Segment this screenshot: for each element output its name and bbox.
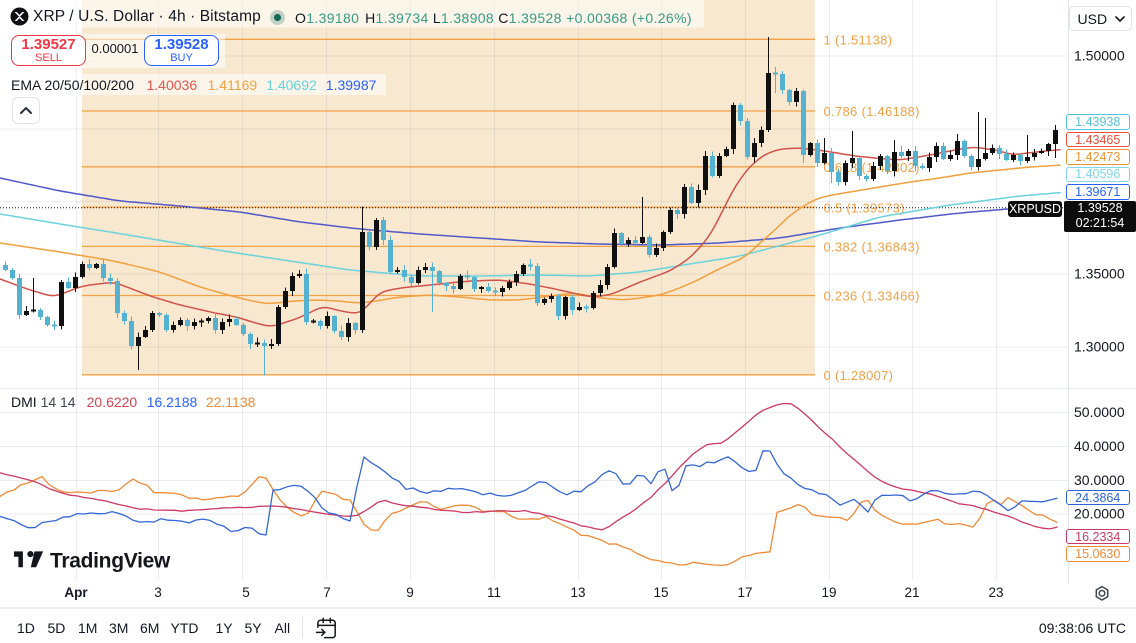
svg-text:0.236 (1.33466): 0.236 (1.33466) xyxy=(824,289,920,304)
svg-text:1.30000: 1.30000 xyxy=(1074,338,1125,354)
svg-text:1.50000: 1.50000 xyxy=(1074,48,1125,64)
svg-text:11: 11 xyxy=(487,585,501,600)
svg-text:0.5 (1.39573): 0.5 (1.39573) xyxy=(824,200,905,215)
svg-text:0 (1.28007): 0 (1.28007) xyxy=(824,368,894,383)
svg-text:0.382 (1.36843): 0.382 (1.36843) xyxy=(824,240,920,255)
svg-text:50.0000: 50.0000 xyxy=(1074,404,1125,420)
svg-text:1.35000: 1.35000 xyxy=(1074,266,1125,282)
svg-text:17: 17 xyxy=(737,585,752,600)
svg-text:7: 7 xyxy=(323,585,331,600)
svg-text:0.786 (1.46188): 0.786 (1.46188) xyxy=(824,104,920,119)
svg-text:13: 13 xyxy=(570,585,585,600)
svg-text:20.0000: 20.0000 xyxy=(1074,506,1125,522)
svg-text:Apr: Apr xyxy=(64,585,88,600)
svg-text:TradingView: TradingView xyxy=(50,550,171,573)
svg-text:3: 3 xyxy=(154,585,162,600)
svg-text:30.0000: 30.0000 xyxy=(1074,472,1125,488)
svg-text:21: 21 xyxy=(904,585,919,600)
svg-text:15: 15 xyxy=(653,585,668,600)
svg-text:40.0000: 40.0000 xyxy=(1074,438,1125,454)
svg-text:5: 5 xyxy=(242,585,250,600)
svg-text:19: 19 xyxy=(821,585,836,600)
svg-text:1 (1.51138): 1 (1.51138) xyxy=(824,33,893,48)
svg-text:9: 9 xyxy=(406,585,414,600)
svg-text:23: 23 xyxy=(988,585,1003,600)
